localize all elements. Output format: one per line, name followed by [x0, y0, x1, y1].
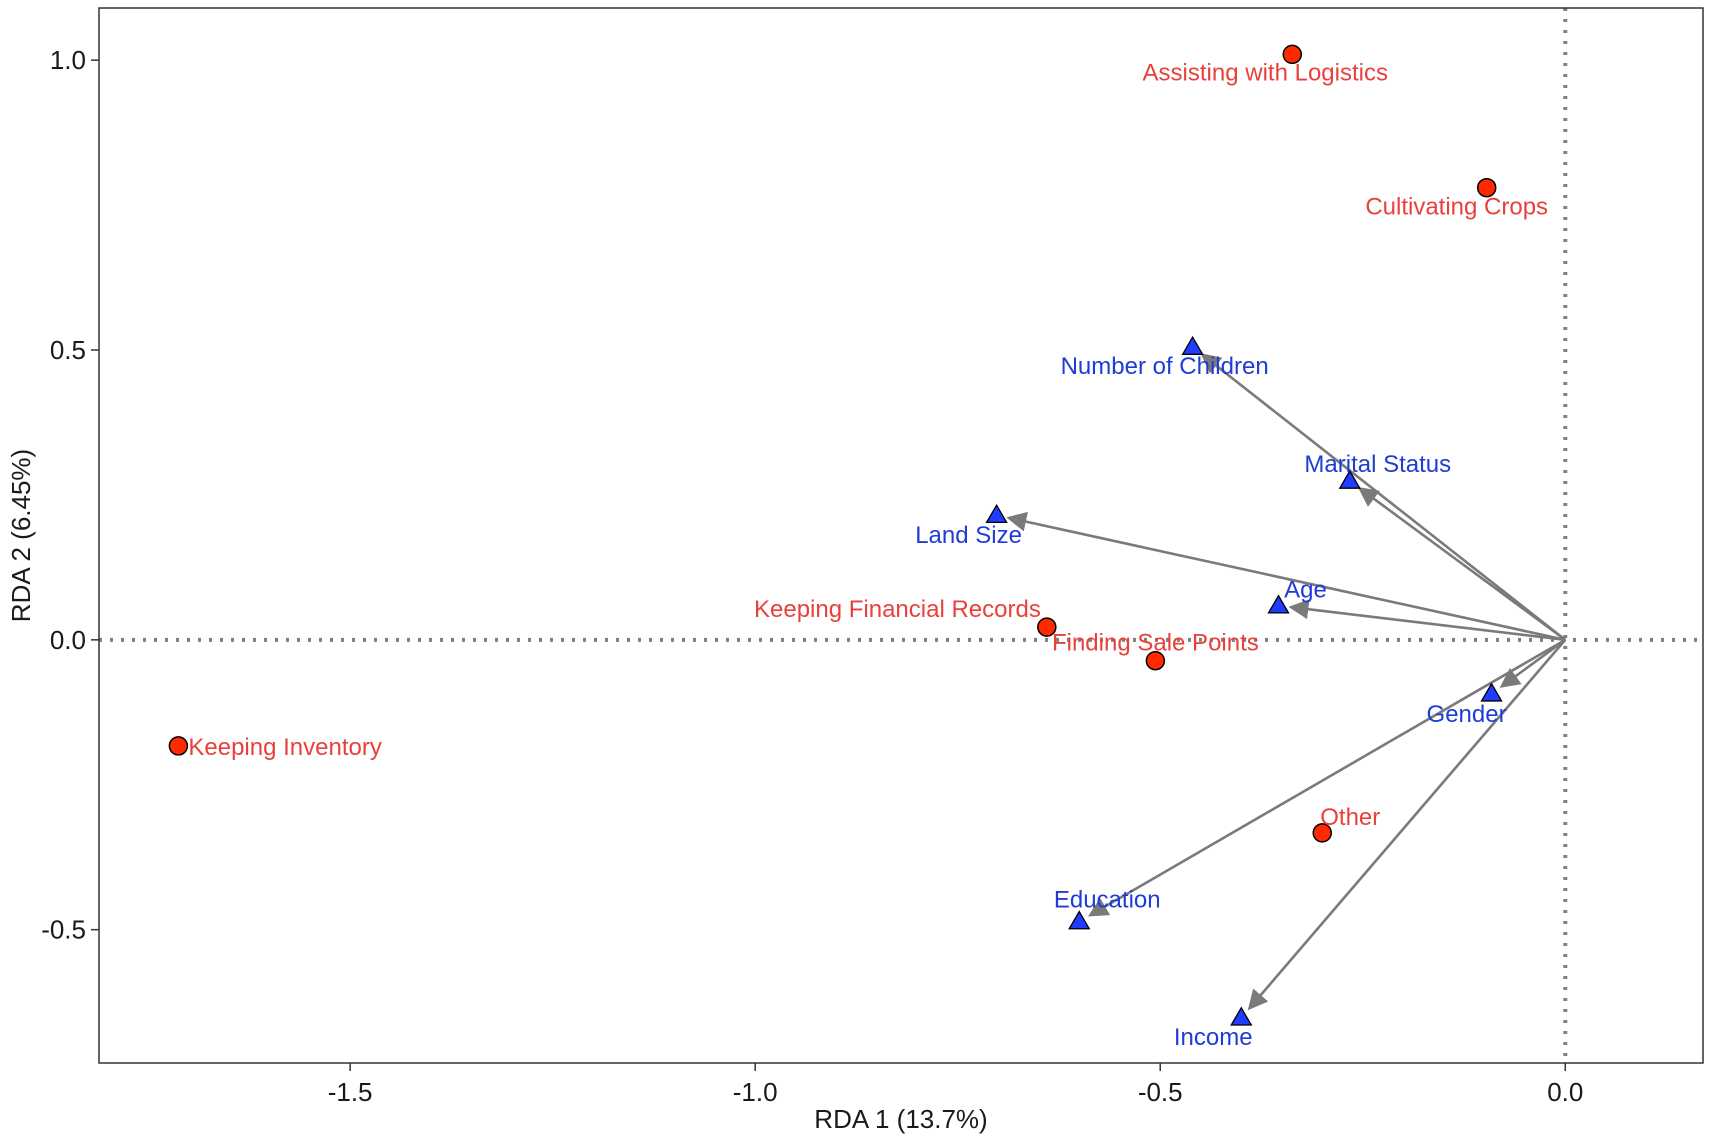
vector-arrow: [1357, 486, 1567, 641]
response-label: Assisting with Logistics: [1143, 59, 1388, 86]
vector-label: Marital Status: [1304, 451, 1451, 478]
vector-arrow: [1499, 638, 1567, 688]
vector-marker: [1338, 469, 1361, 489]
vector-arrow: [1006, 511, 1566, 642]
x-tick-label: 0.0: [1547, 1077, 1583, 1107]
y-tick-label: 0.5: [50, 335, 86, 365]
plot-frame: [98, 7, 1704, 1064]
response-label: Cultivating Crops: [1365, 194, 1548, 221]
vector-marker: [1480, 682, 1503, 702]
x-tick-label: -1.0: [733, 1077, 778, 1107]
response-point: [1145, 650, 1166, 671]
vector-label: Education: [1054, 887, 1161, 914]
y-tick-label: 1.0: [50, 45, 86, 75]
y-tick-label: -0.5: [41, 915, 86, 945]
x-axis-title: RDA 1 (13.7%): [814, 1104, 987, 1134]
response-point: [1037, 617, 1057, 637]
x-tick-label: -1.5: [328, 1077, 373, 1107]
response-label: Keeping Financial Records: [754, 596, 1041, 623]
vector-label: Income: [1174, 1024, 1253, 1051]
response-label: Finding Sale Points: [1052, 630, 1259, 657]
plot-area: Assisting with Logistics Cultivating Crop…: [98, 7, 1704, 1064]
vector-marker: [985, 503, 1008, 524]
vector-marker: [1230, 1006, 1253, 1026]
y-axis-title: RDA 2 (6.45%): [6, 449, 36, 622]
response-point: [1476, 177, 1497, 198]
vector-marker: [1267, 594, 1290, 614]
vector-label: Gender: [1427, 701, 1507, 728]
vector-label: Age: [1284, 577, 1327, 604]
response-label: Other: [1320, 804, 1380, 831]
y-tick-label: 0.0: [50, 625, 86, 655]
response-label: Keeping Inventory: [188, 734, 381, 761]
response-point: [1282, 44, 1303, 65]
vector-arrow: [1087, 638, 1566, 917]
vector-arrow: [1288, 599, 1566, 642]
vector-marker: [1068, 910, 1091, 930]
vector-marker: [1181, 335, 1204, 355]
vector-label: Number of Children: [1061, 353, 1269, 380]
vector-arrow: [1247, 638, 1567, 1011]
vector-arrow: [1200, 353, 1567, 641]
vector-label: Land Size: [915, 522, 1022, 549]
response-point: [1312, 823, 1333, 843]
response-point: [168, 736, 189, 756]
axis-ticks: -1.5 -1.0 -0.5 0.0 -0.5 0.0 0.5 1.0: [41, 45, 1583, 1107]
x-tick-label: -0.5: [1138, 1077, 1183, 1107]
